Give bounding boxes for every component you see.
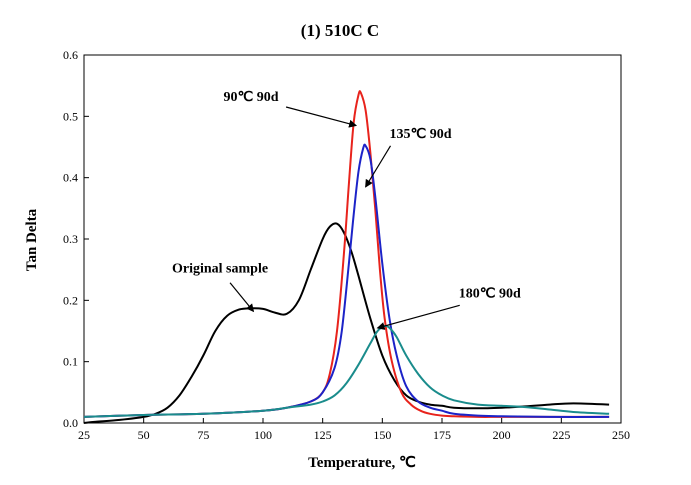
x-tick-label: 250 bbox=[612, 428, 630, 442]
x-tick-label: 200 bbox=[493, 428, 511, 442]
series-line-1 bbox=[83, 90, 610, 418]
annotation-arrow bbox=[365, 145, 392, 188]
x-tick-label: 150 bbox=[373, 428, 391, 442]
annotation-arrow bbox=[229, 282, 255, 313]
annotation-label: 90℃ 90d bbox=[224, 90, 279, 105]
y-tick-label: 0.5 bbox=[63, 109, 78, 123]
y-tick-label: 0.4 bbox=[63, 171, 78, 185]
annotation-layer: 90℃ 90d 135℃ 90d Original sample 180℃ 90d bbox=[172, 90, 521, 330]
x-tick-label: 175 bbox=[433, 428, 451, 442]
series-line-3 bbox=[83, 324, 610, 418]
annotation-label: 180℃ 90d bbox=[459, 286, 521, 301]
y-axis-label: Tan Delta bbox=[24, 208, 40, 271]
series-line-2 bbox=[83, 143, 610, 418]
y-tick-label: 0.6 bbox=[63, 48, 78, 62]
series-line-0 bbox=[83, 222, 610, 424]
annotation-label: 135℃ 90d bbox=[390, 127, 452, 142]
annotation-arrow bbox=[376, 304, 460, 330]
annotation-arrow bbox=[285, 106, 358, 128]
y-axis: 0.0 0.1 0.2 0.3 0.4 0.5 0.6 bbox=[63, 48, 89, 430]
y-tick-label: 0.1 bbox=[63, 355, 78, 369]
x-tick-label: 225 bbox=[552, 428, 570, 442]
y-tick-label: 0.3 bbox=[63, 232, 78, 246]
x-tick-label: 100 bbox=[254, 428, 272, 442]
x-axis: 25 50 75 100 125 150 175 200 225 250 bbox=[78, 418, 630, 442]
x-tick-label: 125 bbox=[314, 428, 332, 442]
series-layer bbox=[83, 90, 610, 424]
y-tick-label: 0.0 bbox=[63, 416, 78, 430]
x-tick-label: 75 bbox=[197, 428, 209, 442]
y-tick-label: 0.2 bbox=[63, 293, 78, 307]
chart-title: (1) 510C C bbox=[301, 21, 379, 40]
plot-frame bbox=[83, 54, 622, 424]
x-tick-label: 50 bbox=[138, 428, 150, 442]
x-tick-label: 25 bbox=[78, 428, 90, 442]
annotation-label: Original sample bbox=[172, 262, 268, 277]
x-axis-label: Temperature, ℃ bbox=[308, 455, 416, 471]
